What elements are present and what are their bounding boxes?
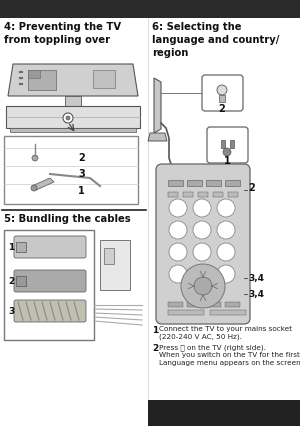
- Text: 2: 2: [152, 344, 158, 353]
- Bar: [148, 400, 300, 426]
- Polygon shape: [32, 178, 54, 190]
- Bar: [28, 70, 56, 90]
- Circle shape: [217, 221, 235, 239]
- Text: 3: 3: [8, 308, 14, 317]
- Polygon shape: [8, 64, 138, 96]
- Text: 1: 1: [8, 244, 14, 253]
- Bar: [168, 192, 178, 197]
- Bar: [213, 192, 223, 197]
- Bar: [4, 230, 94, 340]
- Polygon shape: [154, 78, 161, 133]
- Circle shape: [63, 113, 73, 123]
- FancyBboxPatch shape: [202, 75, 243, 111]
- Circle shape: [217, 85, 227, 95]
- Circle shape: [169, 243, 187, 261]
- Circle shape: [169, 265, 187, 283]
- Circle shape: [217, 243, 235, 261]
- Text: 3,4: 3,4: [248, 273, 264, 282]
- Bar: [104, 248, 114, 264]
- Text: Connect the TV to your mains socket
(220-240 V AC, 50 Hz).: Connect the TV to your mains socket (220…: [159, 326, 292, 340]
- Circle shape: [193, 243, 211, 261]
- Text: Press ⓘ on the TV (right side).
When you switch on the TV for the first time, th: Press ⓘ on the TV (right side). When you…: [159, 344, 300, 366]
- Circle shape: [193, 221, 211, 239]
- Bar: [187, 180, 202, 186]
- Circle shape: [217, 265, 235, 283]
- Circle shape: [169, 199, 187, 217]
- Text: 1: 1: [78, 186, 85, 196]
- Bar: [228, 192, 238, 197]
- Text: 1: 1: [152, 326, 158, 335]
- Circle shape: [19, 83, 21, 85]
- Bar: [187, 302, 202, 307]
- Bar: [168, 310, 204, 315]
- Bar: [28, 70, 40, 78]
- Circle shape: [21, 77, 23, 79]
- Bar: [0, 0, 300, 18]
- Bar: [4, 136, 138, 204]
- Bar: [10, 128, 136, 132]
- Bar: [168, 180, 183, 186]
- Bar: [168, 302, 183, 307]
- Text: 2: 2: [8, 277, 14, 287]
- Circle shape: [194, 277, 212, 295]
- FancyBboxPatch shape: [14, 236, 86, 258]
- Circle shape: [32, 155, 38, 161]
- Bar: [225, 180, 240, 186]
- Circle shape: [21, 71, 23, 73]
- Bar: [221, 140, 225, 148]
- FancyBboxPatch shape: [14, 300, 86, 322]
- FancyBboxPatch shape: [14, 270, 86, 292]
- FancyBboxPatch shape: [156, 164, 250, 324]
- Circle shape: [21, 83, 23, 85]
- Bar: [230, 140, 234, 148]
- Circle shape: [217, 199, 235, 217]
- Circle shape: [19, 77, 21, 79]
- Bar: [206, 180, 221, 186]
- Bar: [65, 96, 81, 106]
- Circle shape: [19, 71, 21, 73]
- Bar: [198, 192, 208, 197]
- Bar: [219, 95, 225, 102]
- Text: 3: 3: [78, 169, 85, 179]
- Text: 4: Preventing the TV
from toppling over: 4: Preventing the TV from toppling over: [4, 22, 121, 45]
- Circle shape: [193, 265, 211, 283]
- Bar: [16, 242, 26, 252]
- Bar: [225, 302, 240, 307]
- Text: 2: 2: [248, 183, 255, 193]
- Bar: [206, 302, 221, 307]
- Bar: [6, 106, 140, 128]
- Circle shape: [66, 116, 70, 120]
- Circle shape: [223, 148, 231, 156]
- Text: 5: Bundling the cables: 5: Bundling the cables: [4, 214, 130, 224]
- Text: 2: 2: [78, 153, 85, 163]
- Text: 2: 2: [219, 104, 225, 114]
- Bar: [210, 310, 246, 315]
- Bar: [16, 276, 26, 286]
- Text: 1: 1: [224, 156, 230, 166]
- Bar: [183, 192, 193, 197]
- Text: 6: Selecting the
language and country/
region: 6: Selecting the language and country/ r…: [152, 22, 279, 58]
- FancyBboxPatch shape: [207, 127, 248, 163]
- Circle shape: [31, 185, 37, 191]
- Circle shape: [181, 264, 225, 308]
- Text: 3,4: 3,4: [248, 290, 264, 299]
- Circle shape: [193, 199, 211, 217]
- Bar: [93, 70, 115, 88]
- Polygon shape: [148, 133, 167, 141]
- Bar: [100, 240, 130, 290]
- Circle shape: [169, 221, 187, 239]
